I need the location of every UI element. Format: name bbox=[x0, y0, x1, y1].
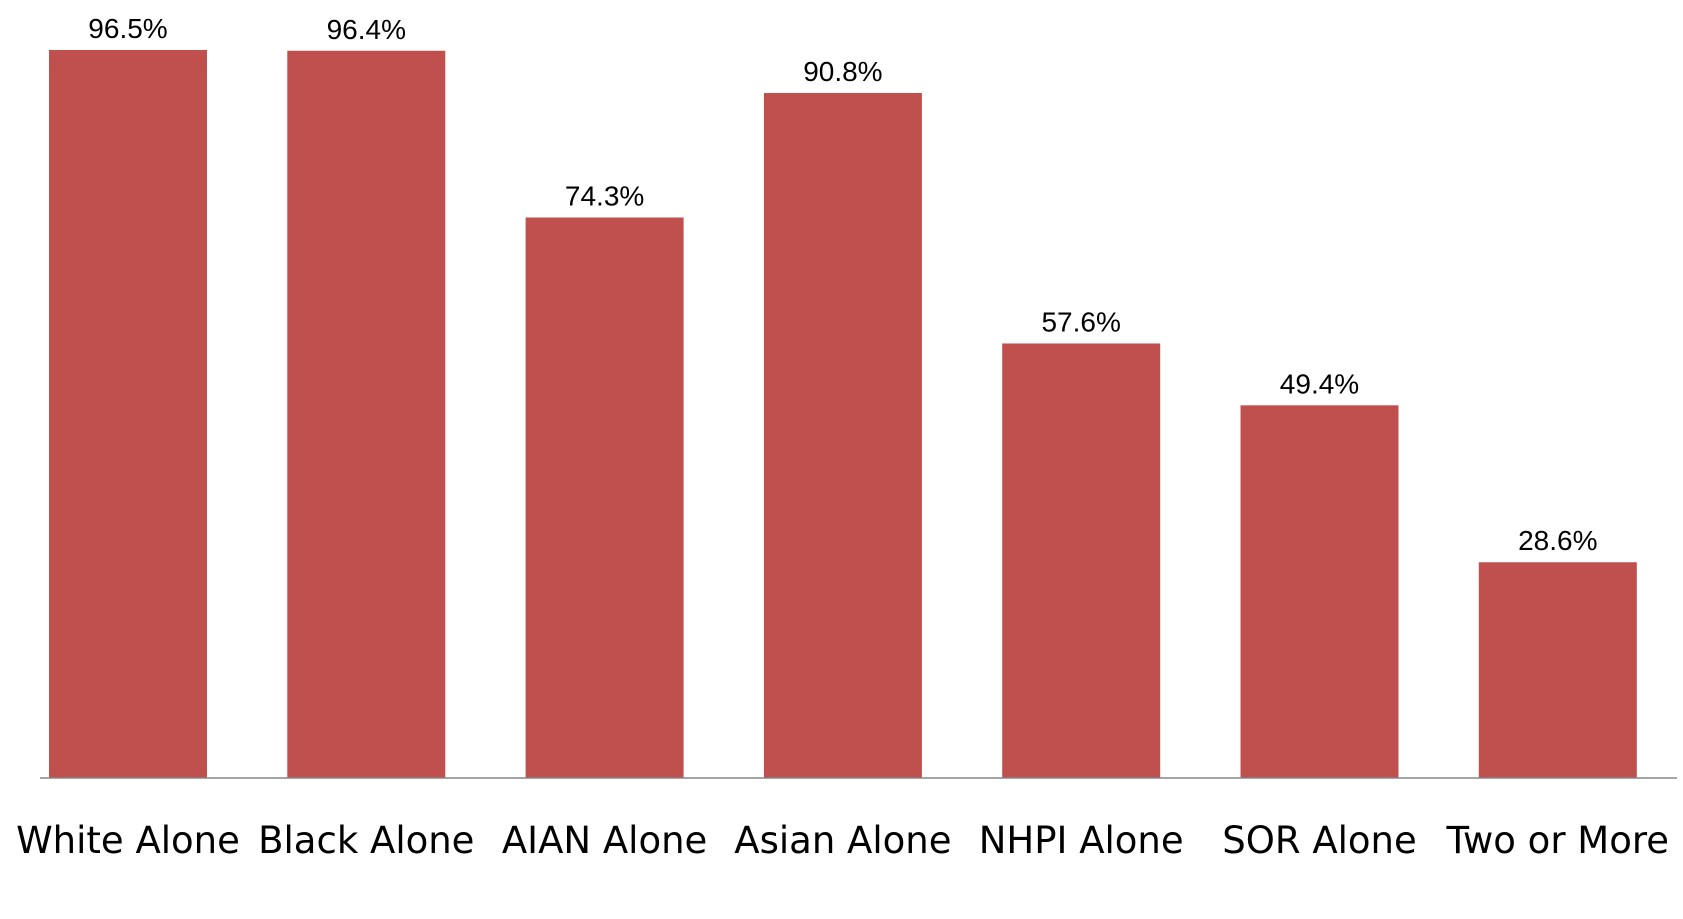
x-tick-label: Asian Alone bbox=[734, 819, 952, 862]
value-label: 49.4% bbox=[1280, 368, 1359, 399]
x-tick-label: NHPI Alone bbox=[978, 819, 1184, 862]
value-label: 96.4% bbox=[327, 14, 406, 45]
value-label: 96.5% bbox=[88, 13, 167, 44]
x-tick-label: SOR Alone bbox=[1222, 819, 1417, 862]
value-label: 74.3% bbox=[565, 180, 644, 211]
bar bbox=[49, 50, 207, 778]
bar bbox=[287, 50, 446, 779]
value-label: 57.6% bbox=[1041, 306, 1120, 337]
x-tick-label: Black Alone bbox=[258, 819, 475, 862]
bar bbox=[1478, 562, 1637, 778]
value-label: 28.6% bbox=[1518, 525, 1597, 556]
x-tick-label: White Alone bbox=[16, 819, 240, 862]
bar bbox=[763, 93, 922, 778]
x-tick-label: AIAN Alone bbox=[501, 819, 708, 862]
bar bbox=[1240, 405, 1399, 778]
bar bbox=[1002, 343, 1161, 778]
x-tick-label: Two or More bbox=[1446, 819, 1670, 862]
bar bbox=[525, 217, 684, 778]
value-label: 90.8% bbox=[803, 56, 882, 87]
